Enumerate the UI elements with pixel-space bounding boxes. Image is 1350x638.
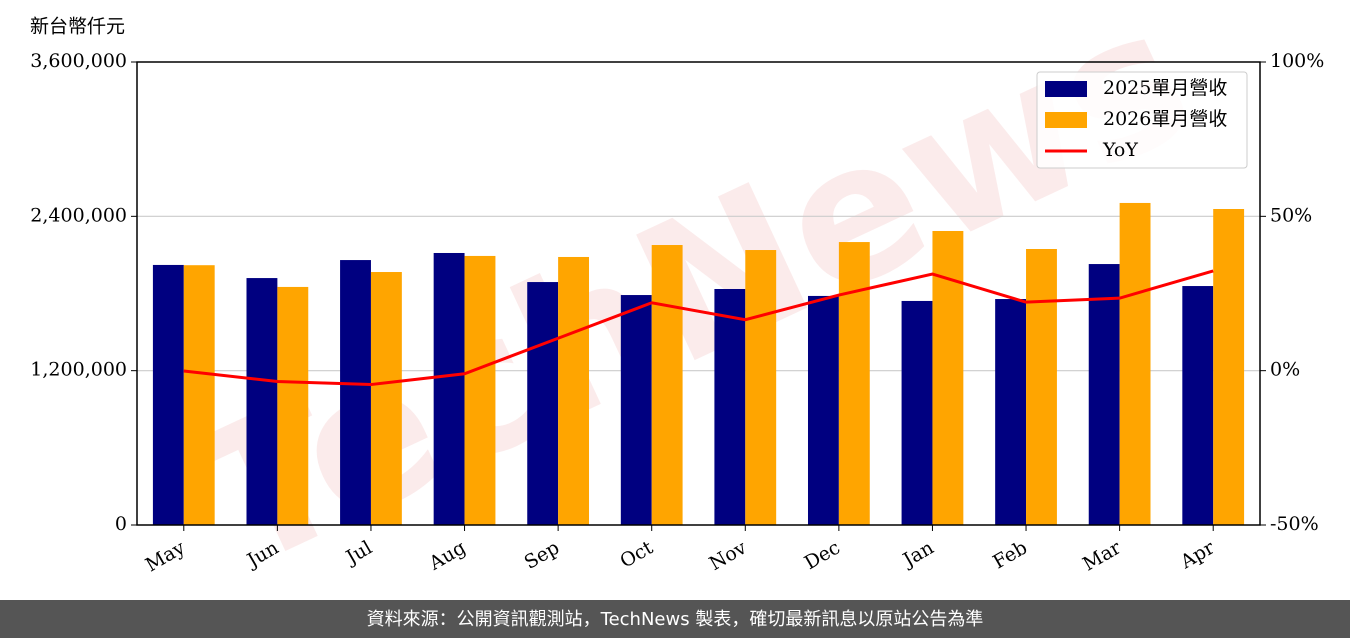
bar [807,295,839,525]
x-tick-label: Nov [706,536,751,575]
bar [527,282,559,525]
bar [370,272,402,525]
x-tick-label: Jan [898,537,938,573]
bar [1182,286,1214,525]
x-tick-label: Feb [989,537,1031,574]
bar [246,278,278,525]
plot-frame [136,61,1261,526]
y-tick-label: 1,200,000 [30,359,127,381]
legend-swatch [1045,81,1087,97]
x-tick-label: Sep [521,537,564,574]
bar [651,245,683,525]
bar [620,295,652,525]
bar [340,260,371,525]
bar [1088,264,1120,525]
y2-tick-label: 50% [1270,204,1312,226]
bar [714,288,746,525]
x-tick-label: May [142,536,189,576]
bar [1213,209,1245,525]
bar [1119,202,1151,526]
bar [152,264,184,525]
y2-tick-label: 100% [1270,50,1324,72]
x-tick-label: Dec [801,537,844,575]
legend-label: YoY [1102,139,1138,161]
bar [433,252,465,526]
y2-tick-label: -50% [1270,513,1319,535]
y2-tick-label: 0% [1270,359,1300,381]
y-tick-label: 0 [115,513,127,535]
x-tick-label: Aug [425,537,470,576]
footer-text: 資料來源：公開資訊觀測站，TechNews 製表，確切最新訊息以原站公告為準 [367,609,984,630]
legend-label: 2025單月營收 [1103,77,1227,99]
yoy-line [183,269,1214,387]
legend-swatch [1045,112,1087,128]
bar [464,255,496,525]
y-tick-label: 2,400,000 [30,204,127,226]
x-tick-label: Oct [616,536,657,572]
bar [1026,249,1057,525]
footer-bar [0,600,1350,638]
bar [745,250,777,525]
bar [838,242,870,526]
x-tick-label: Apr [1176,536,1219,573]
legend-box [1036,71,1248,169]
y-axis-unit: 新台幣仟元 [30,16,125,38]
bar [558,256,590,525]
bar [277,286,309,525]
y-tick-label: 3,600,000 [30,50,127,72]
legend-label: 2026單月營收 [1103,108,1227,130]
bar [995,299,1027,525]
bar [901,300,933,525]
x-tick-label: Mar [1079,536,1125,575]
bar [183,265,215,525]
